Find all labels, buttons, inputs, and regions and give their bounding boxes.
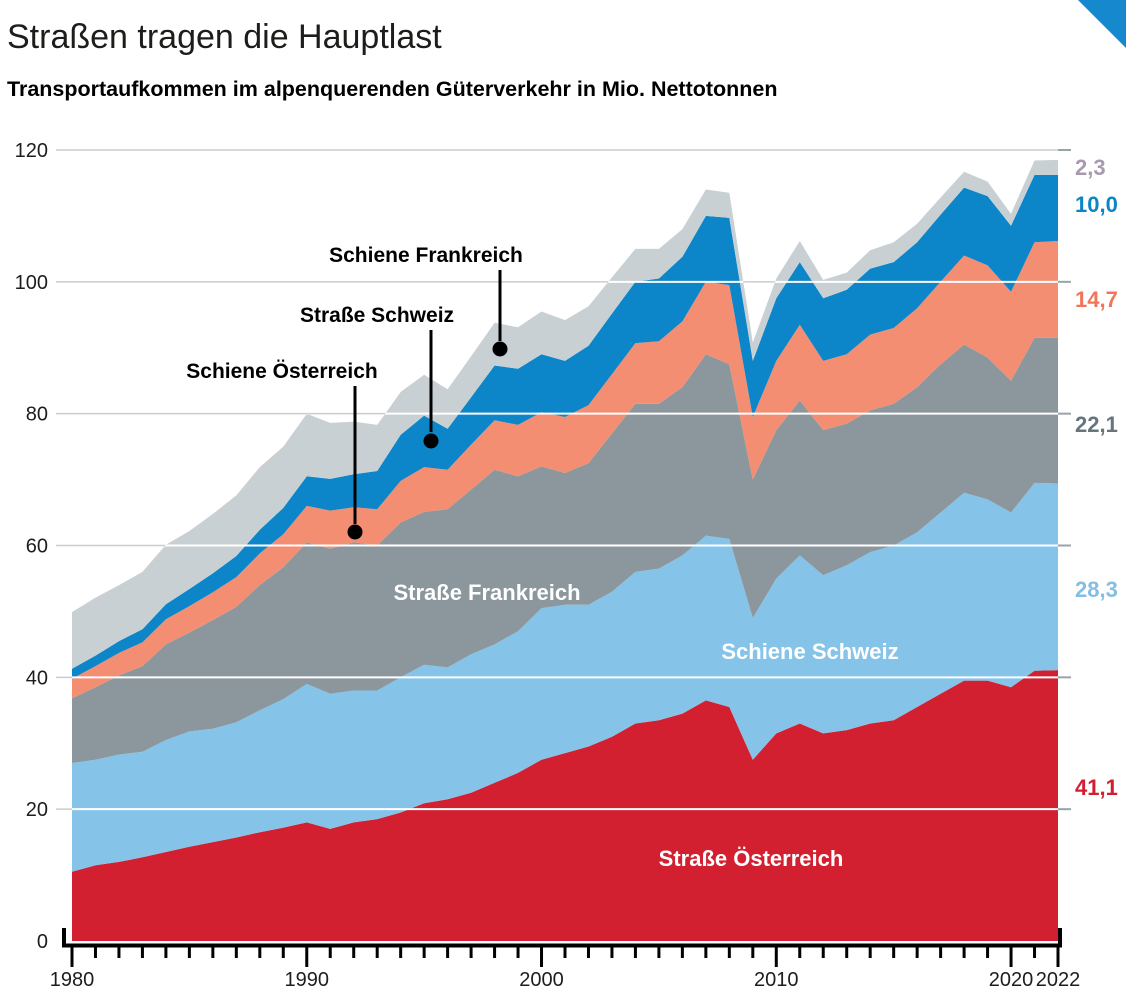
y-axis-labels: 0 20 40 60 80 100 120 xyxy=(15,140,48,953)
annotation-label-strasse-schweiz: Straße Schweiz xyxy=(300,304,454,327)
y-tick-label-20: 20 xyxy=(26,799,48,821)
annotation-label-schiene-frankreich: Schiene Frankreich xyxy=(329,244,523,267)
annotation-dot-strasse-schweiz xyxy=(423,433,439,449)
y-tick-label-40: 40 xyxy=(26,667,48,689)
y-tick-label-60: 60 xyxy=(26,536,48,558)
area-schiene-sterreich xyxy=(72,241,1058,699)
x-tick-label-2000: 2000 xyxy=(519,969,564,991)
chart-subtitle: Transportaufkommen im alpenquerenden Güt… xyxy=(7,77,778,101)
area-stra-e-schweiz xyxy=(72,175,1058,679)
area-label-strasse-frankreich: Straße Frankreich xyxy=(393,580,580,605)
end-value-schiene-oesterreich: 14,7 xyxy=(1075,287,1118,312)
right-axis-ticks xyxy=(1058,149,1071,811)
page-title: Straßen tragen die Hauptlast xyxy=(7,18,442,56)
corner-accent-triangle xyxy=(1078,0,1126,48)
annotation-dot-schiene-frankreich xyxy=(492,341,508,357)
end-value-strasse-frankreich: 22,1 xyxy=(1075,412,1118,437)
y-tick-label-0: 0 xyxy=(37,931,48,953)
y-tick-label-120: 120 xyxy=(15,140,48,162)
end-value-schiene-schweiz: 28,3 xyxy=(1075,577,1118,602)
area-stra-e-frankreich xyxy=(72,337,1058,763)
y-tick-label-80: 80 xyxy=(26,404,48,426)
stacked-areas xyxy=(72,159,1058,941)
annotation-markers xyxy=(347,270,508,540)
annotation-label-schiene-oesterreich: Schiene Österreich xyxy=(186,360,377,383)
annotation-dot-schiene-oesterreich xyxy=(347,524,363,540)
x-tick-label-2010: 2010 xyxy=(754,969,799,991)
end-value-strasse-oesterreich: 41,1 xyxy=(1075,775,1118,800)
x-tick-label-2022: 2022 xyxy=(1036,969,1081,991)
x-tick-label-1990: 1990 xyxy=(285,969,330,991)
end-value-schiene-frankreich: 2,3 xyxy=(1075,155,1106,180)
y-tick-label-100: 100 xyxy=(15,272,48,294)
end-value-strasse-schweiz: 10,0 xyxy=(1075,192,1118,217)
x-axis-labels: 1980 1990 2000 2010 2020 2022 xyxy=(50,969,1081,991)
area-stra-e-sterreich xyxy=(72,670,1058,941)
area-label-schiene-schweiz: Schiene Schweiz xyxy=(721,639,898,664)
x-tick-label-1980: 1980 xyxy=(50,969,95,991)
x-tick-label-2020: 2020 xyxy=(989,969,1034,991)
area-label-strasse-oesterreich: Straße Österreich xyxy=(659,846,844,871)
x-axis xyxy=(62,928,1062,967)
